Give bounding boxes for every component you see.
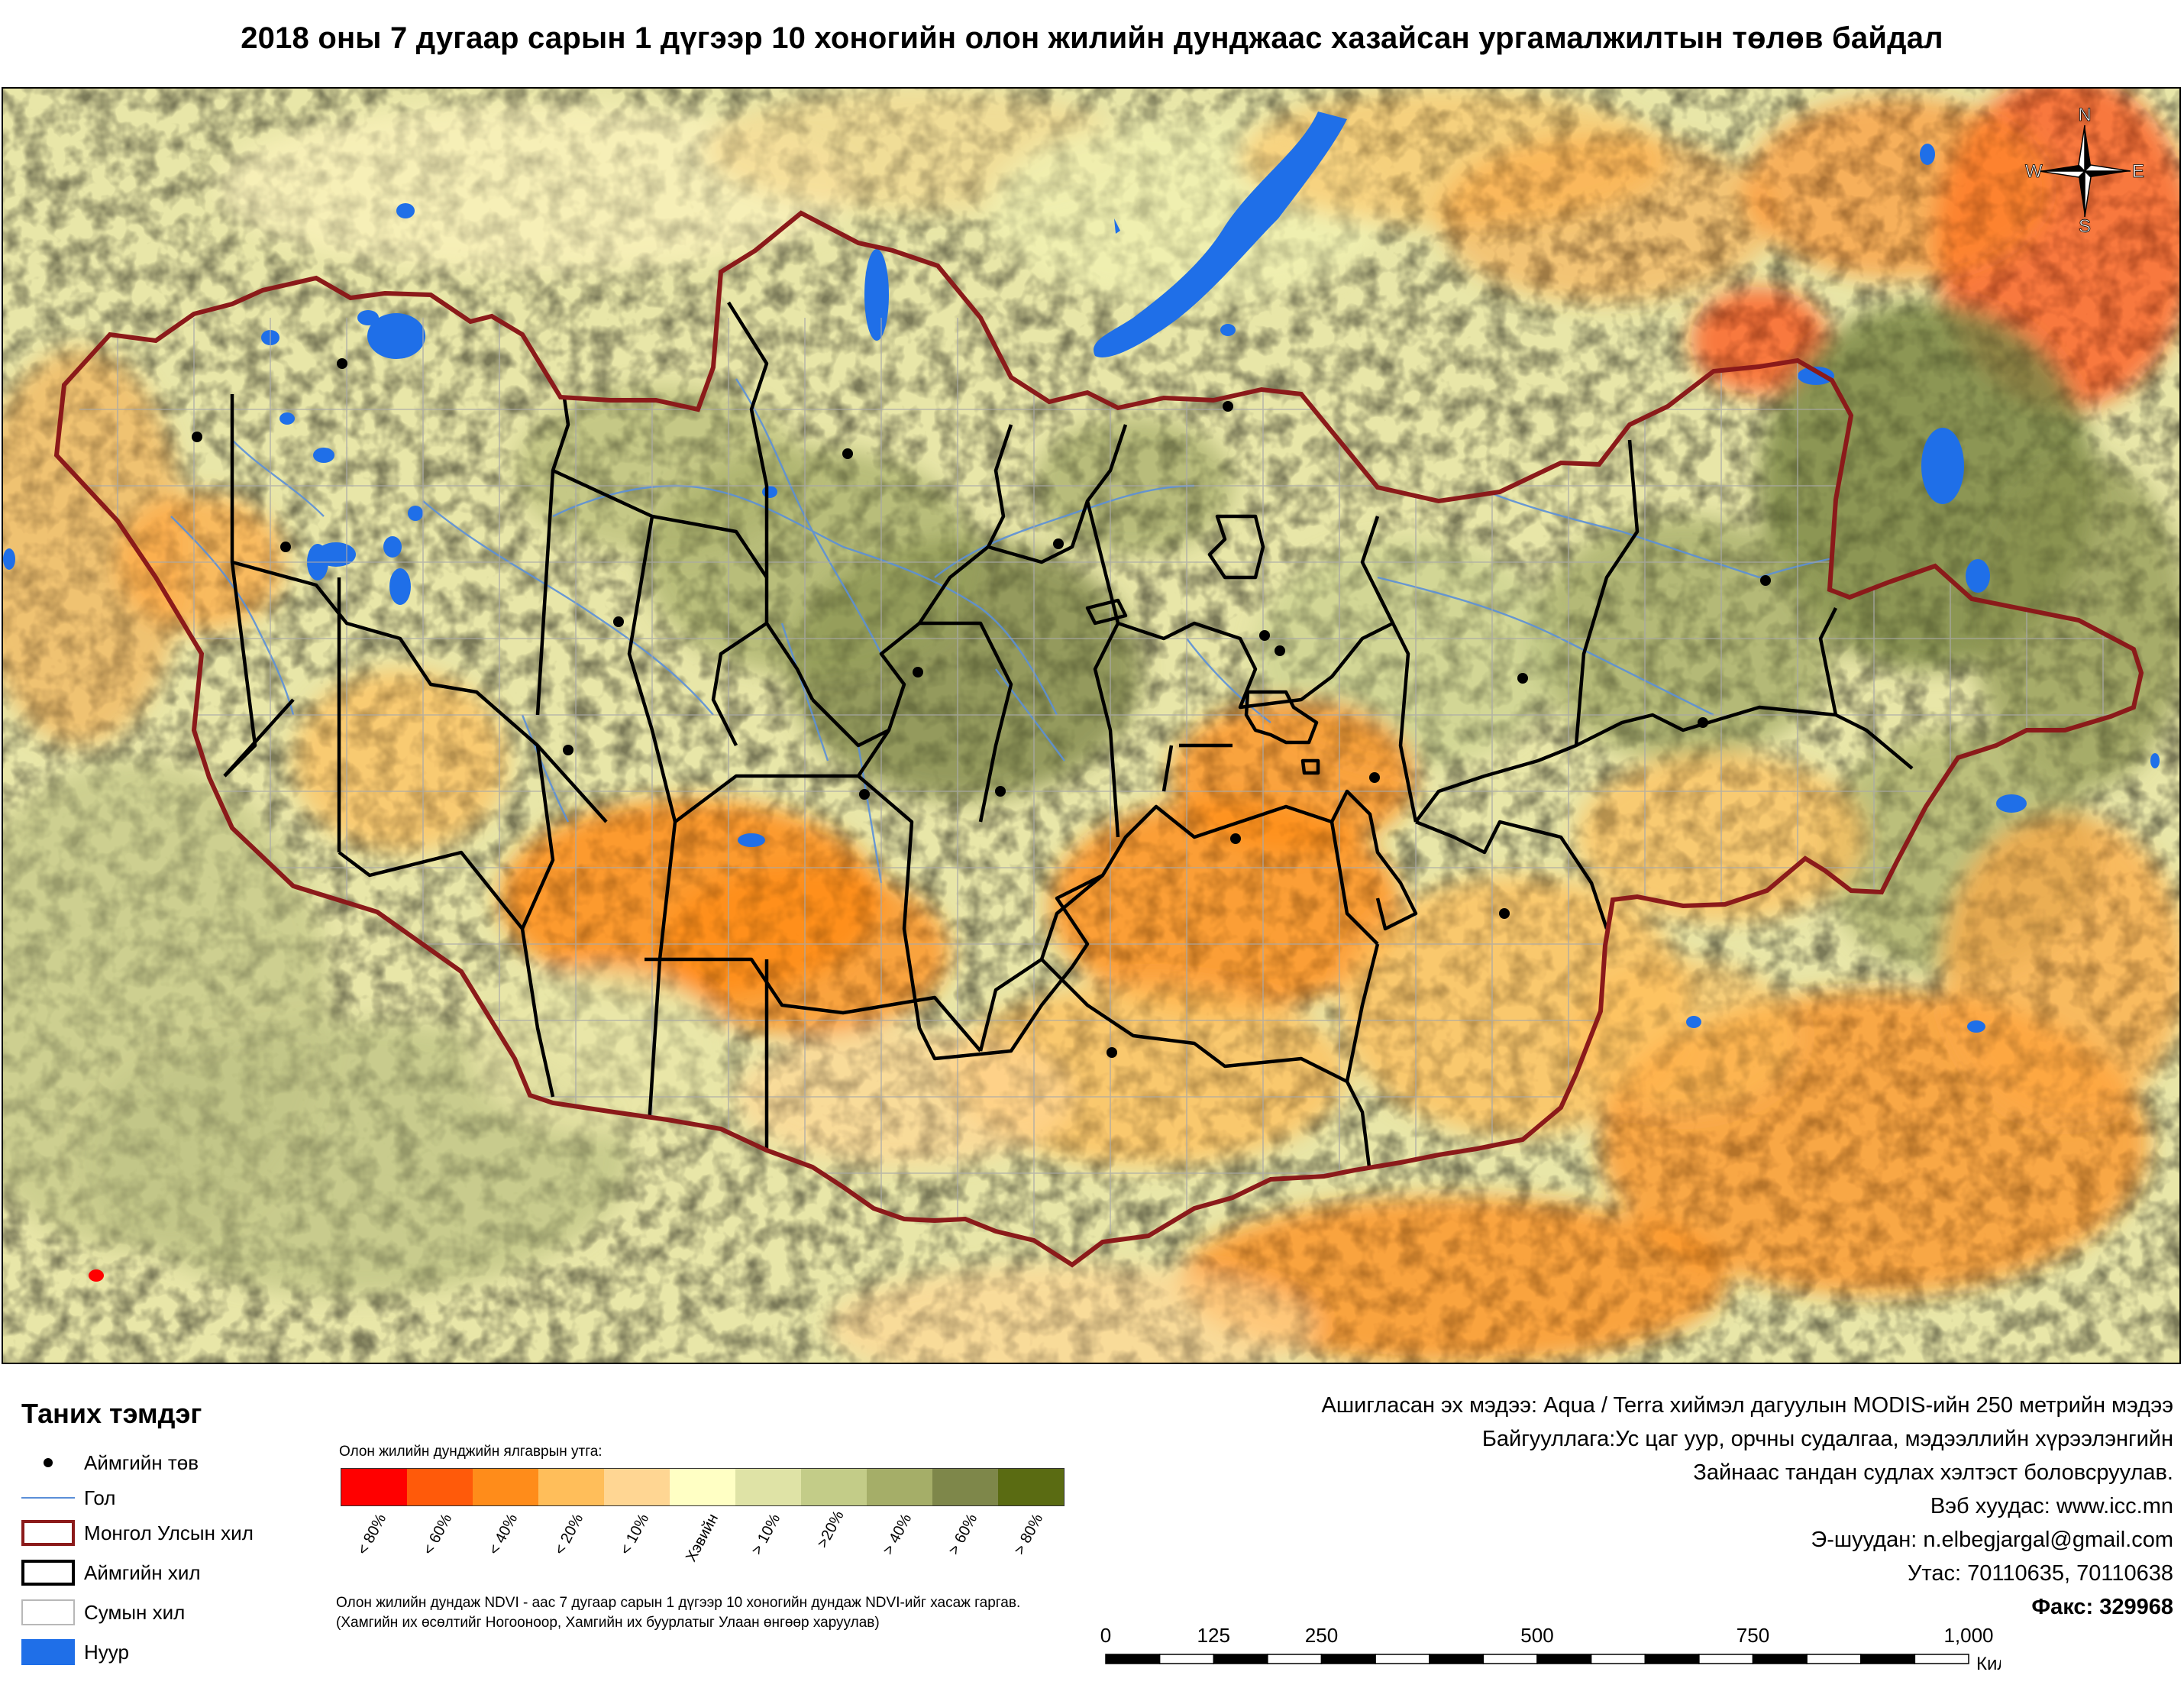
ramp-tick-label: >20% <box>814 1508 848 1551</box>
scale-segment <box>1536 1654 1592 1664</box>
ramp-swatch-4 <box>604 1469 670 1505</box>
ramp-swatch-0 <box>341 1469 407 1505</box>
legend-item-lake: Нуур <box>84 1641 129 1664</box>
credit-source: Ашигласан эх мэдээ: Aqua / Terra хиймэл … <box>1321 1393 2173 1418</box>
scale-tick-label: 500 <box>1520 1624 1553 1647</box>
compass-east-label: E <box>2132 161 2144 182</box>
ramp-tick-label: < 20% <box>551 1511 587 1558</box>
credit-fax: Факс: 329968 <box>2031 1595 2173 1619</box>
ramp-swatch-5 <box>670 1469 735 1505</box>
scale-segment <box>1158 1654 1214 1664</box>
scale-segment <box>1590 1654 1646 1664</box>
credit-phone: Утас: 70110635, 70110638 <box>1908 1561 2173 1586</box>
aimag-center-dot-icon <box>21 1450 75 1476</box>
compass-rose-icon: N S W E <box>2025 105 2145 234</box>
scale-tick-label: 0 <box>1100 1624 1111 1647</box>
compass-south-label: S <box>2079 216 2091 234</box>
ndvi-anomaly-ramp <box>341 1468 1065 1506</box>
ramp-swatch-7 <box>801 1469 867 1505</box>
scale-segment <box>1429 1654 1485 1664</box>
ramp-swatch-6 <box>735 1469 801 1505</box>
credit-website[interactable]: Вэб хуудас: www.icc.mn <box>1930 1494 2173 1518</box>
ramp-swatch-8 <box>867 1469 932 1505</box>
ramp-tick-label: Хэвийн <box>683 1511 722 1565</box>
ndvi-anomaly-map[interactable] <box>2 87 2181 1364</box>
ramp-tick-label: > 80% <box>1011 1511 1047 1558</box>
legend-item-river: Гол <box>84 1486 116 1509</box>
ramp-tick-label: < 80% <box>354 1511 390 1558</box>
ramp-tick-label: < 60% <box>420 1511 456 1558</box>
credits-block: Ашигласан эх мэдээ: Aqua / Terra хиймэл … <box>1181 1389 2173 1624</box>
ramp-tick-label: > 40% <box>880 1511 916 1558</box>
scale-segment <box>1698 1654 1754 1664</box>
ramp-label: Олон жилийн дунджийн ялгаврын утга: <box>339 1444 603 1460</box>
sum-border-icon <box>21 1599 75 1625</box>
scale-tick-label: 750 <box>1737 1624 1769 1647</box>
ramp-swatch-10 <box>998 1469 1064 1505</box>
scale-bar: 0 125 250 500 750 1,000 Километр <box>1100 1624 2001 1674</box>
legend-title: Таних тэмдэг <box>21 1398 202 1429</box>
method-note-line1: Олон жилийн дундаж NDVI - аас 7 дугаар с… <box>336 1595 1021 1611</box>
scale-segment <box>1482 1654 1538 1664</box>
legend-item-aimag-center: Аймгийн төв <box>84 1451 199 1474</box>
scale-tick-label: 250 <box>1305 1624 1338 1647</box>
legend-item-sum-border: Сумын хил <box>84 1601 186 1624</box>
ramp-tick-label: > 60% <box>945 1511 981 1558</box>
scale-segment <box>1267 1654 1323 1664</box>
aimag-border-icon <box>21 1560 75 1586</box>
scale-segment <box>1375 1654 1430 1664</box>
scale-segment <box>1213 1654 1268 1664</box>
river-line-icon <box>21 1485 75 1511</box>
scale-segment <box>1860 1654 1916 1664</box>
credit-organization: Байгууллага:Ус цаг уур, орчны судалгаа, … <box>1481 1427 2173 1451</box>
scale-segment <box>1806 1654 1862 1664</box>
ramp-swatch-2 <box>473 1469 538 1505</box>
scale-segment <box>1320 1654 1376 1664</box>
scale-tick-label: 125 <box>1197 1624 1230 1647</box>
compass-west-label: W <box>2025 161 2043 182</box>
scale-unit-label: Километр <box>1976 1654 2001 1674</box>
legend-item-aimag-border: Аймгийн хил <box>84 1561 201 1584</box>
compass-north-label: N <box>2078 105 2091 125</box>
method-note-line2: (Хамгийн их өсөлтийг Ногооноор, Хамгийн … <box>336 1615 880 1631</box>
scale-segment <box>1752 1654 1808 1664</box>
lake-icon <box>21 1639 75 1665</box>
country-border-icon <box>21 1520 75 1546</box>
ramp-tick-label: > 10% <box>748 1511 784 1558</box>
scale-segment <box>1644 1654 1700 1664</box>
scale-tick-label: 1,000 <box>1943 1624 1993 1647</box>
credit-email[interactable]: Э-шуудан: n.elbegjargal@gmail.com <box>1811 1528 2173 1552</box>
map-title: 2018 оны 7 дугаар сарын 1 дүгээр 10 хоно… <box>241 21 1943 55</box>
scale-segment <box>1105 1654 1161 1664</box>
ramp-tick-label: < 10% <box>617 1511 653 1558</box>
legend-item-country-border: Монгол Улсын хил <box>84 1521 254 1544</box>
method-note: Олон жилийн дундаж NDVI - аас 7 дугаар с… <box>336 1593 1020 1633</box>
ramp-swatch-9 <box>932 1469 998 1505</box>
scale-segment <box>1914 1654 1969 1664</box>
credit-department: Зайнаас тандан судлах хэлтэст боловсруул… <box>1693 1460 2173 1485</box>
ramp-tick-label: < 40% <box>486 1511 522 1558</box>
ramp-swatch-3 <box>538 1469 604 1505</box>
ramp-swatch-1 <box>407 1469 473 1505</box>
